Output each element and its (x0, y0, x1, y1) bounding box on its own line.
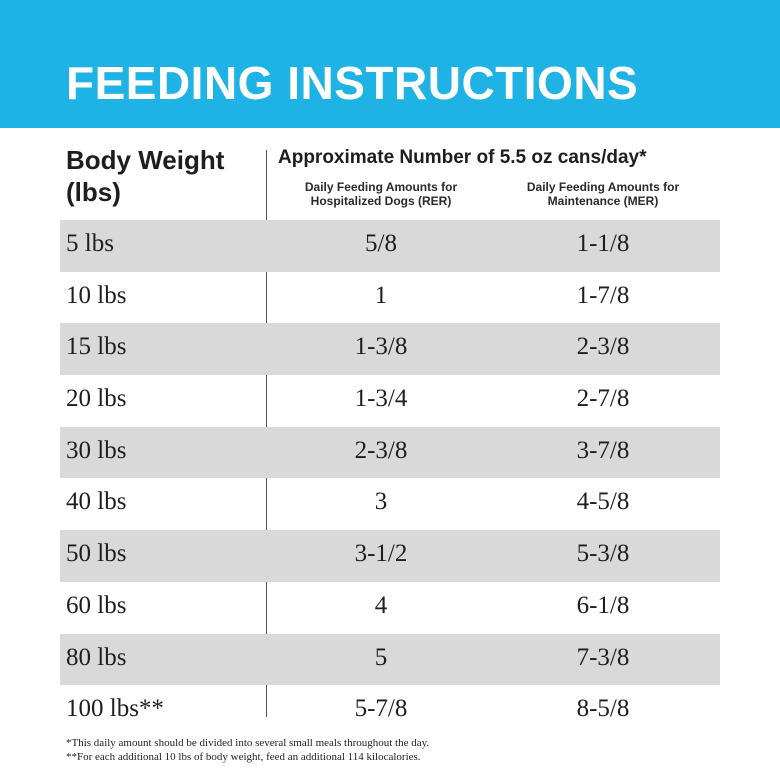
table-row: 30 lbs 2-3/8 3-7/8 (60, 426, 720, 479)
weight-cell: 40 lbs (66, 488, 127, 516)
weight-cell: 30 lbs (66, 436, 127, 464)
rer-cell: 5/8 (365, 230, 397, 257)
weight-cell: 5 lbs (66, 230, 114, 257)
header-body-weight: Body Weight (lbs) (66, 145, 225, 207)
rer-cell: 3 (374, 488, 388, 516)
weight-cell: 60 lbs (66, 591, 127, 619)
rer-cell: 5 (374, 643, 388, 671)
rer-cell: 1-3/8 (354, 333, 408, 361)
table-row: 5 lbs 5/8 1-1/8 (60, 220, 720, 272)
weight-cell: 10 lbs (66, 281, 127, 309)
feeding-table: 5 lbs 5/8 1-1/8 10 lbs 1 1-7/8 15 lbs 1-… (60, 220, 720, 737)
weight-cell: 50 lbs (66, 540, 127, 568)
mer-cell: 2-7/8 (576, 385, 630, 413)
table-row: 40 lbs 3 4-5/8 (60, 478, 720, 530)
rer-cell: 3-1/2 (354, 540, 408, 568)
mer-cell: 6-1/8 (576, 591, 630, 619)
rer-cell: 5-7/8 (354, 695, 408, 723)
subheader-mer: Daily Feeding Amounts for Maintenance (M… (526, 180, 680, 208)
table-row: 80 lbs 5 7-3/8 (60, 633, 720, 686)
mer-cell: 7-3/8 (576, 643, 630, 671)
header-approx-cans: Approximate Number of 5.5 oz cans/day* (278, 147, 647, 168)
table-row: 100 lbs** 5-7/8 8-5/8 (60, 685, 720, 737)
mer-cell: 4-5/8 (576, 488, 630, 516)
table-row: 20 lbs 1-3/4 2-7/8 (60, 375, 720, 427)
rer-cell: 4 (374, 591, 388, 619)
table-row: 10 lbs 1 1-7/8 (60, 272, 720, 324)
subheader-rer: Daily Feeding Amounts for Hospitalized D… (304, 180, 458, 208)
table-row: 60 lbs 4 6-1/8 (60, 582, 720, 634)
footnote-meals: *This daily amount should be divided int… (66, 737, 430, 749)
weight-cell: 15 lbs (66, 333, 127, 361)
mer-cell: 5-3/8 (576, 540, 630, 568)
footnote-kilocalories: **For each additional 10 lbs of body wei… (66, 751, 421, 763)
rer-cell: 1 (374, 281, 388, 309)
title-banner: FEEDING INSTRUCTIONS (0, 0, 780, 128)
mer-cell: 2-3/8 (576, 333, 630, 361)
table-row: 50 lbs 3-1/2 5-3/8 (60, 530, 720, 582)
rer-cell: 1-3/4 (354, 385, 408, 413)
rer-cell: 2-3/8 (354, 436, 408, 464)
weight-cell: 20 lbs (66, 385, 127, 413)
mer-cell: 8-5/8 (576, 695, 630, 723)
weight-cell: 80 lbs (66, 643, 127, 671)
table-row: 15 lbs 1-3/8 2-3/8 (60, 323, 720, 376)
mer-cell: 1-7/8 (576, 281, 630, 309)
page-title: FEEDING INSTRUCTIONS (66, 57, 639, 109)
mer-cell: 3-7/8 (576, 436, 630, 464)
mer-cell: 1-1/8 (576, 230, 630, 257)
weight-cell: 100 lbs** (66, 695, 164, 723)
